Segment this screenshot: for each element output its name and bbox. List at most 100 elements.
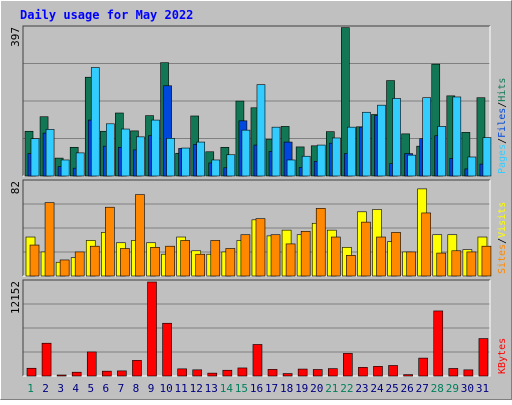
pages-bar xyxy=(467,156,477,177)
sites-bar xyxy=(376,236,386,277)
panel-2-ymax-label: 82 xyxy=(9,181,22,194)
panel-2-border-top xyxy=(22,179,490,276)
sites-bar xyxy=(391,232,401,277)
panel-2-legend-part: Visits xyxy=(497,202,508,238)
kbytes-bar xyxy=(448,368,459,377)
sites-bar xyxy=(29,244,40,277)
kbytes-bar xyxy=(478,338,489,377)
sites-bar xyxy=(421,212,431,277)
day-tick-label: 26 xyxy=(401,382,414,395)
day-tick-label: 27 xyxy=(416,382,429,395)
day-tick-label: 9 xyxy=(148,382,155,395)
kbytes-bar xyxy=(56,374,67,377)
pages-bar xyxy=(75,152,85,177)
day-tick-label: 11 xyxy=(175,382,188,395)
kbytes-bar xyxy=(86,351,97,377)
sites-bar xyxy=(406,251,416,277)
panel-3-legend-part: KBytes xyxy=(497,338,508,374)
kbytes-bar xyxy=(433,310,444,377)
panel-3-ymax-label: 12152 xyxy=(9,281,22,314)
pages-bar xyxy=(316,144,326,177)
pages-bar xyxy=(196,141,206,177)
sites-bar xyxy=(135,194,145,277)
sites-bar xyxy=(210,240,221,277)
day-tick-label: 30 xyxy=(461,382,474,395)
sites-bar xyxy=(466,251,477,277)
sites-bar xyxy=(315,208,326,277)
panel-3-border-top xyxy=(22,279,490,376)
day-tick-label: 22 xyxy=(340,382,353,395)
pages-bar xyxy=(181,147,190,177)
kbytes-bar xyxy=(463,369,474,377)
pages-bar xyxy=(90,67,100,177)
panel-1-legend-part: Files xyxy=(497,108,508,138)
pages-bar xyxy=(377,104,386,177)
kbytes-bar xyxy=(192,369,203,377)
pages-bar xyxy=(241,129,251,177)
panel-1-legend-part: / xyxy=(497,138,508,144)
kbytes-bar xyxy=(237,367,248,377)
day-tick-label: 5 xyxy=(87,382,94,395)
pages-bar xyxy=(482,137,492,177)
kbytes-bar xyxy=(297,368,308,377)
day-tick-label: 4 xyxy=(72,382,79,395)
day-tick-label: 21 xyxy=(325,382,338,395)
day-tick-label: 29 xyxy=(446,382,459,395)
sites-bar xyxy=(346,255,356,277)
pages-bar xyxy=(452,96,462,177)
kbytes-bar xyxy=(162,322,172,377)
panel-1-border-top xyxy=(22,25,490,176)
kbytes-bar xyxy=(327,368,338,377)
sites-bar xyxy=(436,252,447,277)
day-tick-label: 18 xyxy=(280,382,293,395)
sites-bar xyxy=(74,251,85,277)
panel-2-legend: Sites/Visits xyxy=(497,202,508,274)
pages-bar xyxy=(422,97,431,177)
pages-bar xyxy=(121,128,130,177)
panel-2-legend-part: Sites xyxy=(497,244,508,274)
sites-bar xyxy=(240,234,251,277)
pages-bar xyxy=(392,98,401,177)
pages-bar xyxy=(256,84,266,177)
sites-bar xyxy=(300,230,311,277)
pages-bar xyxy=(45,129,55,177)
pages-bar xyxy=(166,138,175,177)
day-tick-label: 24 xyxy=(370,382,384,395)
kbytes-bar xyxy=(388,365,398,377)
kbytes-bar xyxy=(267,369,278,377)
pages-bar xyxy=(106,123,115,177)
pages-bar xyxy=(331,137,341,177)
sites-bar xyxy=(195,253,206,277)
kbytes-bar xyxy=(117,370,127,377)
day-tick-label: 31 xyxy=(476,382,489,395)
panel-1-legend-part: / xyxy=(497,102,508,108)
day-tick-label: 19 xyxy=(295,382,308,395)
panel-3-legend: KBytes xyxy=(497,338,508,374)
kbytes-bar xyxy=(418,357,428,377)
sites-bar xyxy=(165,245,175,277)
kbytes-bar xyxy=(132,360,142,377)
day-tick-label: 14 xyxy=(220,382,234,395)
pages-bar xyxy=(301,155,311,177)
pages-bar xyxy=(362,111,371,177)
kbytes-bar xyxy=(252,344,263,377)
sites-bar xyxy=(330,236,341,277)
day-tick-label: 1 xyxy=(27,382,34,395)
panel-1-ymax-label: 397 xyxy=(9,27,22,47)
chart-title: Daily usage for May 2022 xyxy=(20,8,193,22)
sites-bar xyxy=(361,221,371,277)
sites-bar xyxy=(105,206,115,277)
day-tick-label: 7 xyxy=(118,382,125,395)
day-tick-label: 28 xyxy=(431,382,444,395)
sites-bar xyxy=(255,218,266,277)
sites-bar xyxy=(285,243,296,277)
day-tick-label: 16 xyxy=(250,382,263,395)
sites-bar xyxy=(270,234,281,277)
kbytes-bar xyxy=(102,370,112,377)
sites-bar xyxy=(481,245,492,277)
kbytes-bar xyxy=(147,281,157,377)
kbytes-bar xyxy=(41,342,52,377)
sites-bar xyxy=(225,248,236,277)
day-tick-label: 3 xyxy=(57,382,64,395)
